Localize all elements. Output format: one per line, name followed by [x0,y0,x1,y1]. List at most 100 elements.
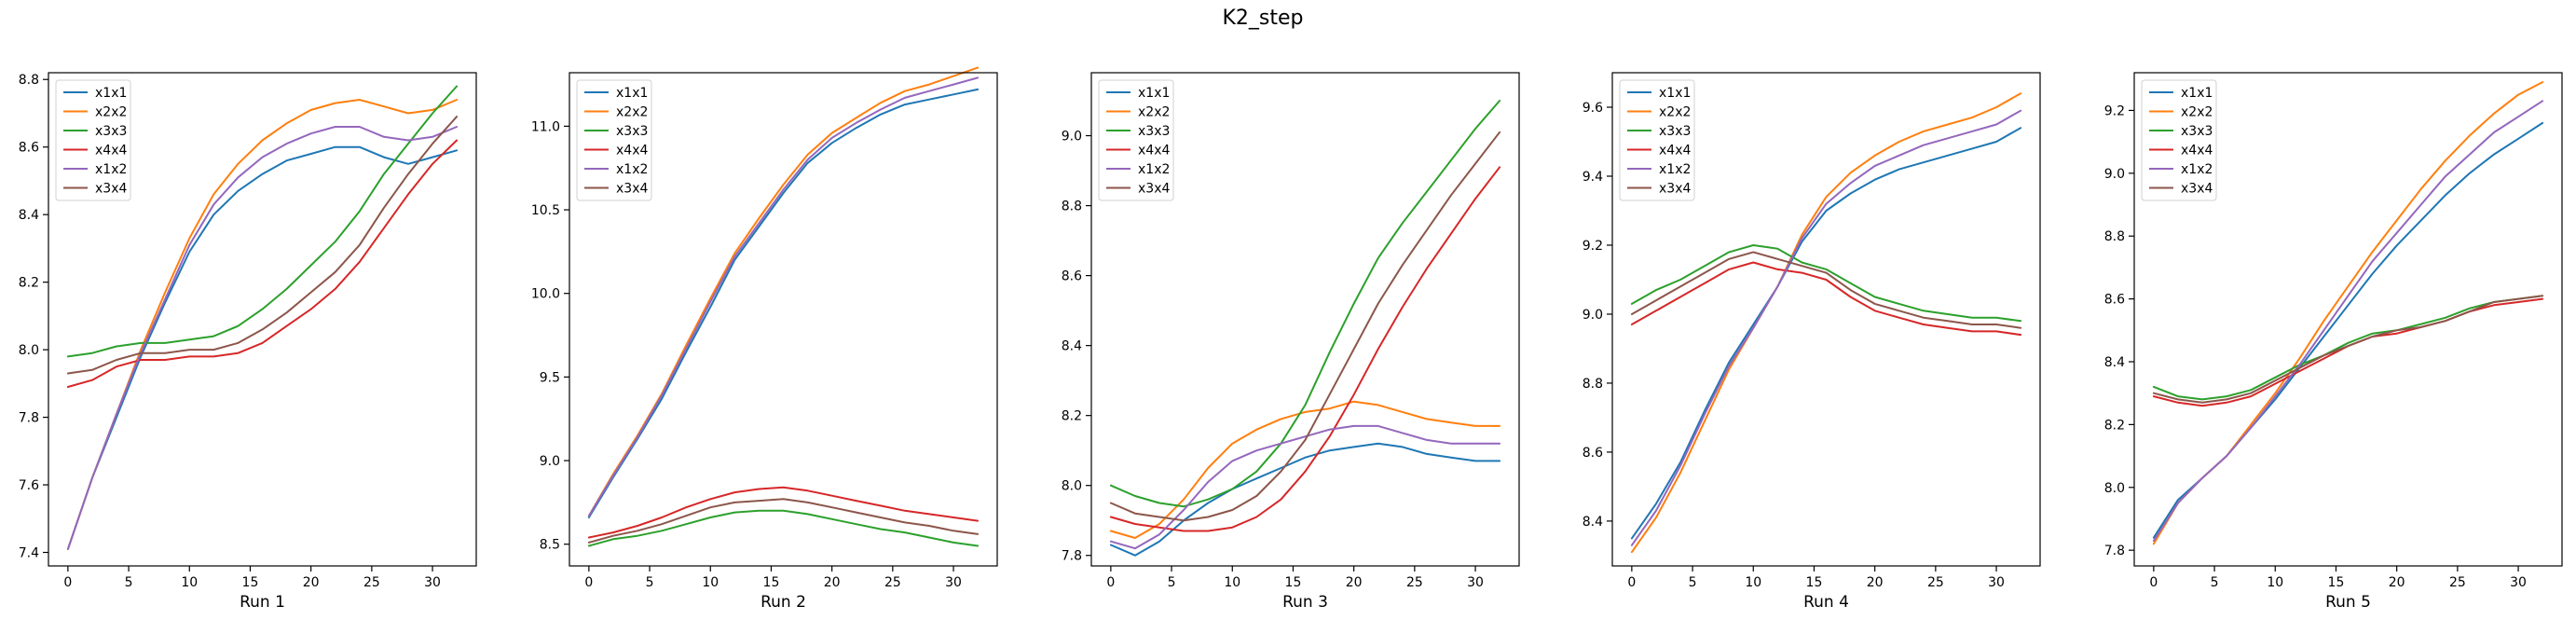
y-tick-label: 7.6 [19,478,39,493]
legend-label-x3x3: x3x3 [2181,124,2213,139]
axes-frame [1090,72,1520,567]
legend-label-x2x2: x2x2 [95,105,127,120]
series-line-x1x1 [1630,127,2022,540]
legend-label-x1x2: x1x2 [1659,162,1691,177]
series-line-x3x4 [1109,131,1501,522]
legend-label-x1x1: x1x1 [616,86,648,101]
axes-frame [2133,72,2563,567]
y-tick-label: 11.0 [531,119,560,134]
y-tick-label: 8.6 [2104,293,2125,308]
subplot-run-5: 0 5 10 15 20 25 30 7.8 8.0 8.2 8.4 8.6 8.8 9.0 9.2 Run … [2104,72,2563,612]
x-tick-label: 15 [763,575,780,590]
legend-label-x4x4: x4x4 [616,144,648,158]
x-tick-label: 30 [2510,575,2527,590]
y-tick-label: 7.4 [19,546,39,561]
y-tick-label: 8.8 [1062,200,1082,214]
x-tick-label: 15 [1285,575,1302,590]
axes-frame [1611,72,2041,567]
legend-label-x1x2: x1x2 [1138,162,1170,177]
y-tick-label: 8.2 [1062,409,1082,424]
legend-label-x3x4: x3x4 [1659,182,1691,197]
y-tick-label: 9.0 [2104,167,2125,182]
series-line-x2x2 [1109,400,1501,539]
y-tick-label: 8.6 [1583,446,1603,461]
x-tick-label: 25 [1406,575,1423,590]
y-tick-label: 9.4 [1583,170,1603,185]
legend-label-x3x3: x3x3 [1659,124,1691,139]
legend-label-x1x1: x1x1 [95,86,127,101]
legend: x1x1 x2x2 x3x3 x4x4 x1x2 x3x4 [2141,79,2217,201]
legend: x1x1 x2x2 x3x3 x4x4 x1x2 x3x4 [1619,79,1695,201]
legend: x1x1 x2x2 x3x3 x4x4 x1x2 x3x4 [55,79,131,201]
legend-label-x1x2: x1x2 [616,162,648,177]
x-tick-label: 10 [1745,575,1761,590]
legend-label-x3x3: x3x3 [95,124,127,139]
legend-label-x4x4: x4x4 [1659,144,1691,158]
x-tick-label: 30 [945,575,962,590]
series-line-x4x4 [1630,261,2022,337]
y-tick-label: 10.5 [531,203,560,218]
legend-label-x3x4: x3x4 [1138,182,1170,197]
series-line-x3x3 [1109,100,1501,508]
x-tick-label: 20 [824,575,841,590]
x-tick-label: 10 [1224,575,1240,590]
x-tick-label: 0 [1106,575,1115,590]
subplot-run-3: 0 5 10 15 20 25 30 7.8 8.0 8.2 8.4 8.6 8.8 9.0 Run 3 x1… [1062,72,1520,612]
x-tick-label: 30 [424,575,441,590]
x-tick-label: 25 [2449,575,2466,590]
x-tick-label: 20 [1346,575,1363,590]
legend-label-x2x2: x2x2 [1138,105,1170,120]
x-tick-label: 5 [1168,575,1176,590]
y-tick-label: 9.5 [540,370,560,385]
series-line-x4x4 [2152,297,2544,407]
legend-label-x4x4: x4x4 [1138,144,1170,158]
subplot-run-1: 0 5 10 15 20 25 30 7.4 7.6 7.8 8.0 8.2 8.4 8.6 8.8 Run … [19,72,477,612]
x-tick-label: 5 [125,575,133,590]
series-line-x3x3 [587,509,980,547]
series-line-x2x2 [1630,92,2022,554]
series-line-x1x2 [2152,100,2544,542]
axes-frame [48,72,477,567]
x-tick-label: 20 [303,575,320,590]
subplot-panels: 0 5 10 15 20 25 30 7.4 7.6 7.8 8.0 8.2 8.4 8.6 8.8 Run … [19,66,2563,612]
x-tick-label: 5 [1689,575,1697,590]
legend-label-x3x4: x3x4 [2181,182,2213,197]
subplot-run-2: 0 5 10 15 20 25 30 8.5 9.0 9.5 10.0 10.5 11.0 Run 2 x1… [531,66,998,612]
y-tick-label: 7.8 [1062,549,1082,564]
legend-label-x1x1: x1x1 [2181,86,2213,101]
series-line-x1x1 [1109,442,1501,557]
y-tick-label: 8.8 [1583,377,1603,392]
series-line-x3x3 [1630,244,2022,323]
legend-label-x3x3: x3x3 [1138,124,1170,139]
y-tick-label: 7.8 [2104,544,2125,558]
x-tick-label: 30 [1988,575,2005,590]
x-tick-label: 5 [2211,575,2219,590]
series-line-x1x2 [66,126,459,550]
y-tick-label: 9.0 [1062,130,1082,145]
legend-box [1098,79,1174,201]
legend-label-x1x2: x1x2 [95,162,127,177]
y-tick-label: 8.4 [19,208,39,223]
legend-label-x3x3: x3x3 [616,124,648,139]
y-tick-label: 8.0 [19,343,39,358]
legend-label-x2x2: x2x2 [2181,105,2213,120]
series-line-x1x2 [1630,109,2022,546]
x-tick-label: 0 [1627,575,1636,590]
series-line-x3x3 [2152,295,2544,401]
x-tick-label: 30 [1467,575,1484,590]
legend-box [576,79,652,201]
y-tick-label: 8.5 [540,538,560,553]
legend-label-x1x1: x1x1 [1138,86,1170,101]
x-axis-label: Run 1 [240,593,285,612]
x-tick-label: 0 [584,575,593,590]
legend-box [55,79,131,201]
y-tick-label: 8.2 [2104,418,2125,433]
legend-label-x4x4: x4x4 [2181,144,2213,158]
y-tick-label: 8.6 [19,141,39,156]
legend-label-x2x2: x2x2 [616,105,648,120]
series-line-x4x4 [1109,166,1501,532]
series-line-x3x3 [66,85,459,358]
x-tick-label: 15 [2328,575,2345,590]
series-line-x1x2 [1109,424,1501,550]
x-tick-label: 0 [63,575,72,590]
